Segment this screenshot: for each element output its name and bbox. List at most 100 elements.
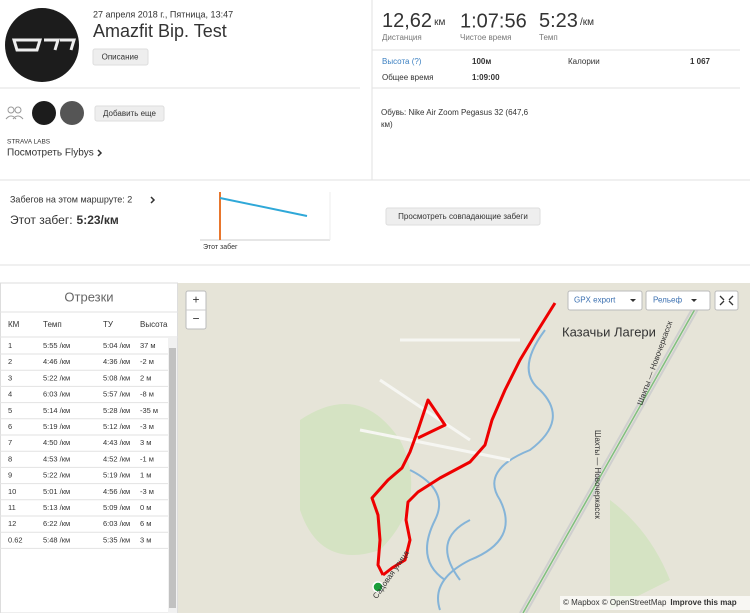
zoom-out[interactable]: − (192, 312, 199, 326)
athlete-avatar[interactable] (60, 101, 84, 125)
split-cell: -35 м (140, 406, 158, 415)
chevron (150, 196, 156, 204)
zoom-in[interactable]: + (192, 293, 199, 307)
athletes-icon (5, 106, 24, 120)
split-cell: 11 (8, 503, 16, 512)
splits-panel (0, 282, 178, 613)
split-cell: 5 (8, 406, 12, 415)
split-cell: 5:01 /км (43, 487, 70, 496)
description-button[interactable] (92, 48, 149, 66)
split-cell: 5:13 /км (43, 503, 70, 512)
description-button-label: Описание (102, 53, 139, 62)
split-cell: -3 м (140, 487, 154, 496)
elevation-label[interactable]: Высота (?) (382, 57, 422, 66)
pace-label: Темп (539, 33, 558, 42)
split-cell: 5:22 /км (43, 373, 70, 382)
split-cell: 6:03 /км (43, 390, 70, 399)
split-cell: 4:56 /км (103, 487, 130, 496)
split-cell: 5:19 /км (103, 471, 130, 480)
split-cell: 4 (8, 390, 12, 399)
splits-table: КМ Темп ТУ Высота 1 5:55 /км 5:04 /км 37 м 2 4:46… (0, 320, 178, 549)
this-run: Этот забег: 5:23/км (10, 213, 119, 227)
split-cell: 3 м (140, 535, 151, 544)
split-cell: 5:28 /км (103, 406, 130, 415)
split-cell: 12 (8, 519, 16, 528)
column-header: КМ (8, 320, 20, 329)
split-cell: 4:36 /км (103, 357, 130, 366)
attribution: © Mapbox © OpenStreetMap Improve this map (563, 598, 737, 607)
moving-time: 1:07:56 (460, 10, 527, 32)
split-cell: 5:09 /км (103, 503, 130, 512)
split-cell: 37 м (140, 341, 156, 350)
split-cell: 5:14 /км (43, 406, 70, 415)
split-cell: 5:22 /км (43, 471, 70, 480)
date: 27 апреля 2018 г., Пятница, 13:47 (93, 9, 233, 19)
calories: 1 067 (690, 57, 711, 66)
elevation: 100м (472, 57, 491, 66)
split-cell: 5:08 /км (103, 373, 130, 382)
distance: 12,62 км (382, 10, 445, 32)
split-cell: 6:03 /км (103, 519, 130, 528)
scrollbar-thumb[interactable] (169, 348, 176, 608)
split-cell: 3 м (140, 438, 151, 447)
split-cell: 5:57 /км (103, 390, 130, 399)
athlete-avatar[interactable] (32, 101, 56, 125)
split-cell: 6 (8, 422, 12, 431)
avatar[interactable] (5, 8, 79, 82)
activity-title: Amazfit Bip. Test (93, 21, 227, 41)
place-label: Казачьи Лагери (562, 324, 656, 339)
moving-time-label: Чистое время (460, 33, 511, 42)
split-cell: 5:04 /км (103, 341, 130, 350)
split-cell: 4:43 /км (103, 438, 130, 447)
fullscreen-button[interactable] (714, 290, 739, 311)
labs-label: STRAVA LABS (7, 139, 51, 146)
pace: 5:23/км (539, 10, 594, 32)
split-cell: -1 м (140, 454, 154, 463)
mini-chart-label: Этот забег (203, 243, 238, 251)
column-header: ТУ (103, 320, 114, 329)
splits-title: Отрезки (64, 289, 113, 304)
elapsed: 1:09:00 (472, 73, 500, 82)
split-cell: 0 м (140, 503, 151, 512)
gpx-button[interactable] (567, 290, 643, 311)
column-header: Высота (140, 320, 168, 329)
chevron (97, 149, 103, 157)
add-button[interactable] (94, 105, 165, 122)
calories-label: Калории (568, 57, 600, 66)
split-cell: 4:52 /км (103, 454, 130, 463)
caret (630, 299, 636, 302)
map[interactable] (178, 283, 750, 613)
caret (691, 299, 697, 302)
split-cell: 8 (8, 454, 12, 463)
gpx-button-label: GPX export (574, 296, 616, 305)
column-header: Темп (43, 320, 62, 329)
split-cell: 2 (8, 357, 12, 366)
shoes-box: Обувь: Nike Air Zoom Pegasus 32 (647,6 к… (381, 108, 529, 129)
split-cell: -8 м (140, 390, 154, 399)
mini-chart-line (219, 197, 308, 217)
runs-on-route[interactable]: Забегов на этом маршруте: 2 (10, 194, 132, 204)
split-cell: -2 м (140, 357, 154, 366)
split-cell: 0.62 (8, 535, 23, 544)
matched-button-label: Просмотреть совпадающие забеги (398, 212, 528, 221)
fullscreen-icon (719, 295, 734, 306)
split-cell: 4:46 /км (43, 357, 70, 366)
split-cell: 4:50 /км (43, 438, 70, 447)
matched-button[interactable] (385, 207, 541, 226)
flybys-link[interactable]: Посмотреть Flybys (7, 148, 94, 159)
split-cell: 6:22 /км (43, 519, 70, 528)
elapsed-label: Общее время (382, 73, 433, 82)
split-cell: 5:12 /км (103, 422, 130, 431)
split-cell: 5:55 /км (43, 341, 70, 350)
split-cell: 2 м (140, 373, 151, 382)
terrain-button-label: Рельеф (653, 296, 682, 305)
terrain-button[interactable] (645, 290, 711, 311)
split-cell: 5:19 /км (43, 422, 70, 431)
split-cell: 9 (8, 471, 12, 480)
split-cell: 1 (8, 341, 12, 350)
shoes: Обувь: Nike Air Zoom Pegasus 32 (647,6 к… (381, 108, 529, 129)
attribution-bg (560, 596, 750, 610)
avatar-logo (11, 38, 77, 52)
split-cell: -3 м (140, 422, 154, 431)
